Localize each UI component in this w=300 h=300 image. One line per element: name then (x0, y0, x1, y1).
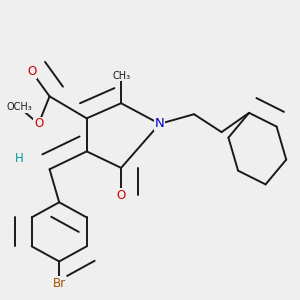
Text: Br: Br (52, 277, 66, 290)
Text: CH₃: CH₃ (112, 71, 130, 81)
Text: N: N (155, 117, 164, 130)
Text: O: O (34, 117, 43, 130)
Text: OCH₃: OCH₃ (6, 102, 32, 112)
Text: H: H (15, 152, 24, 165)
Text: O: O (27, 65, 36, 78)
Text: O: O (116, 189, 126, 202)
